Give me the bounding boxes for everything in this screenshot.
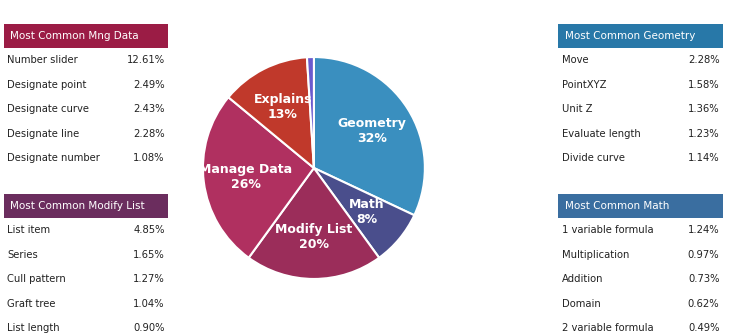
Text: 0.62%: 0.62%: [688, 299, 720, 309]
Text: 0.73%: 0.73%: [688, 275, 720, 284]
Text: List item: List item: [7, 225, 50, 235]
Text: 1.65%: 1.65%: [133, 250, 165, 260]
Text: Explains
13%: Explains 13%: [253, 93, 312, 121]
Text: Designate number: Designate number: [7, 153, 100, 163]
Text: Domain: Domain: [562, 299, 601, 309]
Text: 2.28%: 2.28%: [133, 129, 165, 138]
Text: 1 variable formula: 1 variable formula: [562, 225, 653, 235]
Text: Most Common Geometry: Most Common Geometry: [565, 31, 696, 41]
Text: 4.85%: 4.85%: [133, 225, 165, 235]
Text: Graft tree: Graft tree: [7, 299, 55, 309]
Text: Modify List
20%: Modify List 20%: [275, 223, 353, 251]
Wedge shape: [249, 168, 379, 279]
Text: 1.14%: 1.14%: [688, 153, 720, 163]
Text: 0.97%: 0.97%: [688, 250, 720, 260]
Text: Addition: Addition: [562, 275, 603, 284]
Text: 2.49%: 2.49%: [133, 80, 165, 89]
Wedge shape: [228, 57, 314, 168]
Text: Most Common Modify List: Most Common Modify List: [10, 201, 145, 211]
Text: Most Common Math: Most Common Math: [565, 201, 669, 211]
Text: Designate curve: Designate curve: [7, 104, 89, 114]
Text: Multiplication: Multiplication: [562, 250, 629, 260]
Wedge shape: [203, 97, 314, 258]
Text: PointXYZ: PointXYZ: [562, 80, 606, 89]
Text: Math
8%: Math 8%: [349, 198, 385, 226]
Wedge shape: [314, 168, 415, 258]
Text: Number slider: Number slider: [7, 55, 77, 65]
Text: 1.04%: 1.04%: [133, 299, 165, 309]
Wedge shape: [314, 57, 425, 215]
Text: 12.61%: 12.61%: [126, 55, 165, 65]
Text: Divide curve: Divide curve: [562, 153, 625, 163]
Text: List length: List length: [7, 324, 60, 333]
Text: 2.28%: 2.28%: [688, 55, 720, 65]
Text: 2 variable formula: 2 variable formula: [562, 324, 653, 333]
Text: 1.08%: 1.08%: [133, 153, 165, 163]
Text: 1.23%: 1.23%: [688, 129, 720, 138]
Text: 0.49%: 0.49%: [688, 324, 720, 333]
Text: 1.58%: 1.58%: [688, 80, 720, 89]
Text: Designate line: Designate line: [7, 129, 79, 138]
Text: Most Common Mng Data: Most Common Mng Data: [10, 31, 139, 41]
Text: Series: Series: [7, 250, 38, 260]
Wedge shape: [307, 57, 314, 168]
Text: 1.24%: 1.24%: [688, 225, 720, 235]
Text: Cull pattern: Cull pattern: [7, 275, 66, 284]
Text: Evaluate length: Evaluate length: [562, 129, 640, 138]
Text: Designate point: Designate point: [7, 80, 86, 89]
Text: Move: Move: [562, 55, 588, 65]
Text: 2.43%: 2.43%: [133, 104, 165, 114]
Text: 1.27%: 1.27%: [133, 275, 165, 284]
Text: Unit Z: Unit Z: [562, 104, 592, 114]
Text: 0.90%: 0.90%: [133, 324, 165, 333]
Text: Manage Data
26%: Manage Data 26%: [199, 163, 292, 191]
Text: 1.36%: 1.36%: [688, 104, 720, 114]
Text: Geometry
32%: Geometry 32%: [337, 117, 407, 145]
